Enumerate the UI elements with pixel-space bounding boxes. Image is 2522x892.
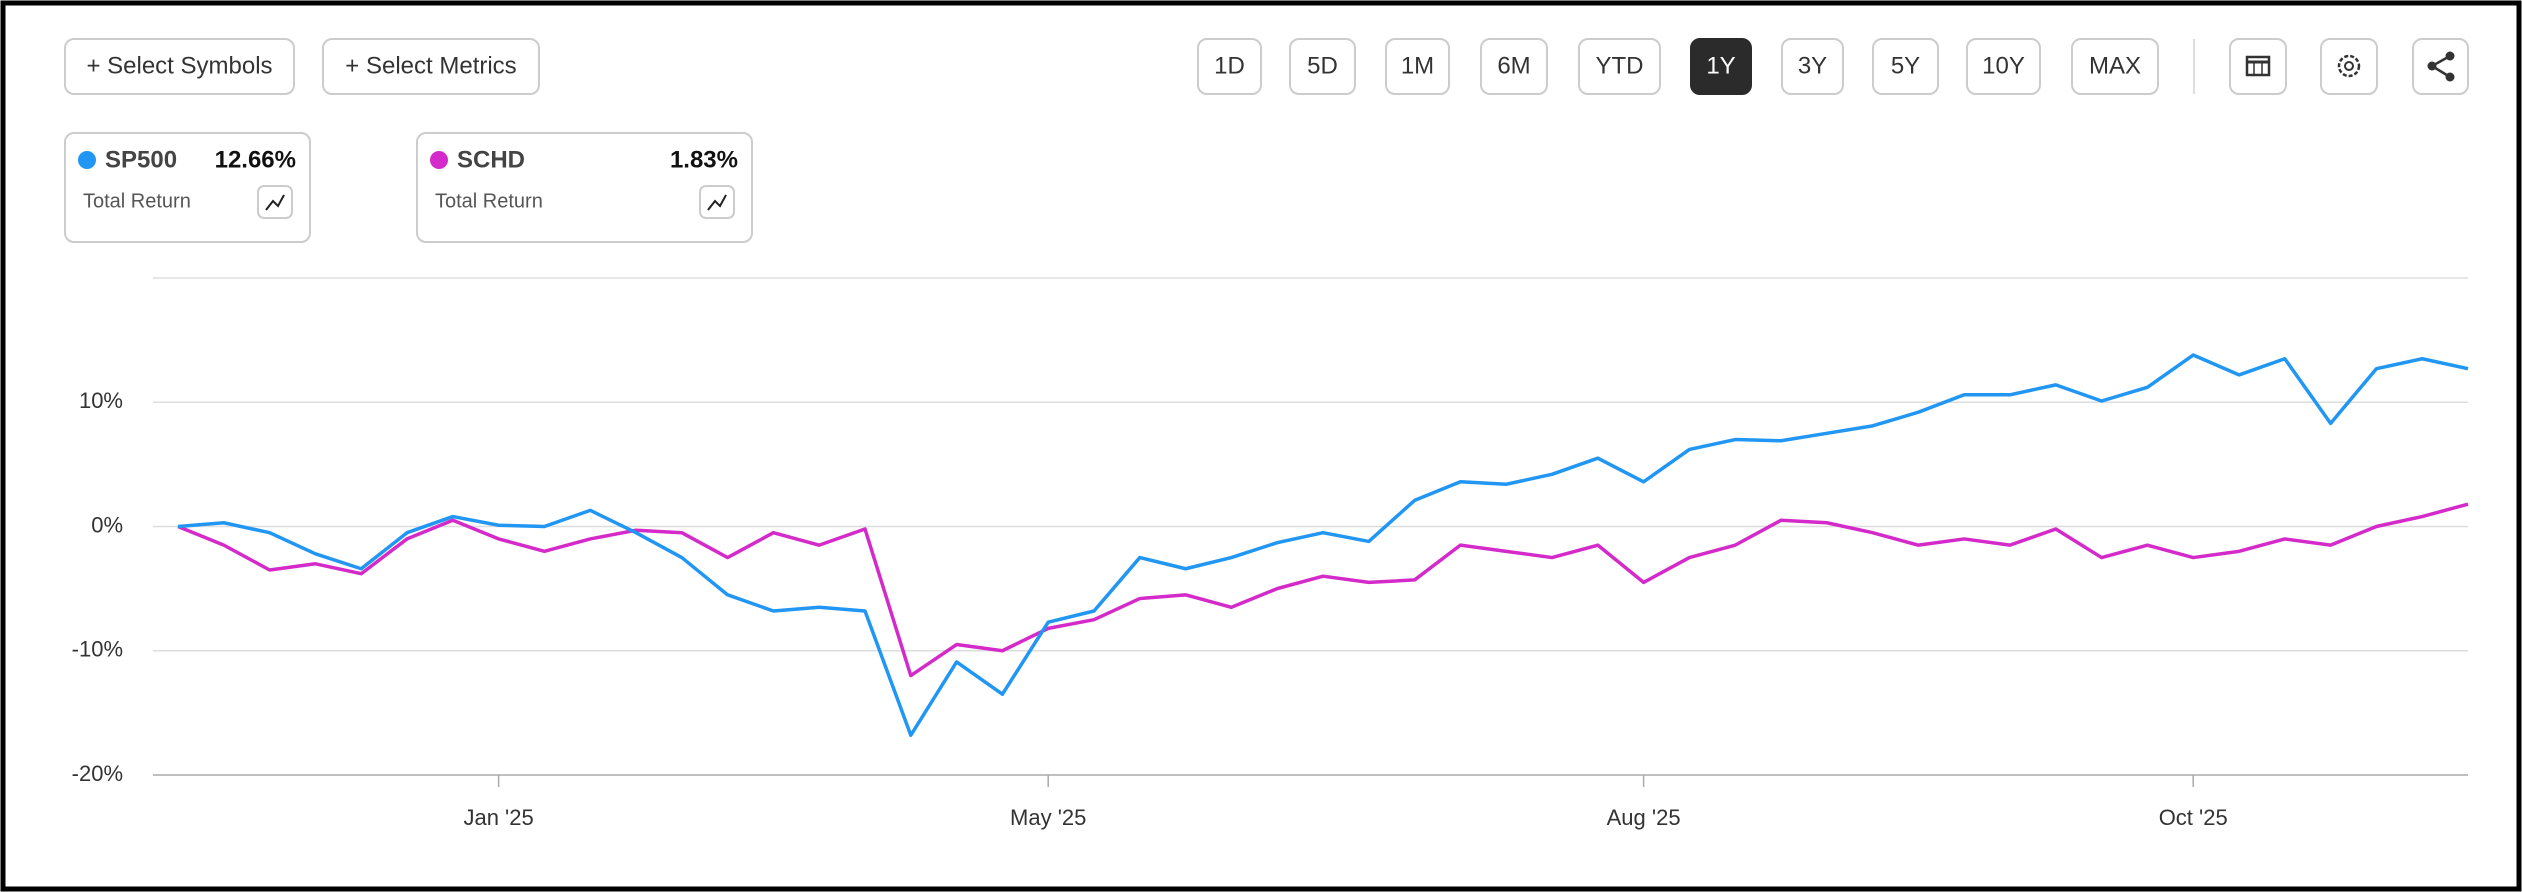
range-button[interactable] xyxy=(1966,38,2041,95)
range-label[interactable]: 5Y xyxy=(1891,52,1920,79)
icon-button[interactable] xyxy=(2412,38,2469,95)
range-label[interactable]: 10Y xyxy=(1982,52,2025,79)
x-tick-label: Jan '25 xyxy=(463,805,533,830)
table-icon[interactable] xyxy=(2229,38,2287,95)
range-button[interactable] xyxy=(1480,38,1548,95)
chart-icon-line xyxy=(707,194,727,211)
range-label[interactable]: 1D xyxy=(1214,52,1245,79)
range-label[interactable]: MAX xyxy=(2089,52,2141,79)
series-line xyxy=(177,353,2469,737)
legend-value: 12.66% xyxy=(215,146,296,173)
legend-value: 1.83% xyxy=(670,146,738,173)
legend-metric: Total Return xyxy=(435,190,543,212)
legend-card xyxy=(64,132,311,243)
range-button[interactable] xyxy=(1872,38,1939,95)
range-button[interactable] xyxy=(1197,38,1262,95)
range-label[interactable]: YTD xyxy=(1596,52,1644,79)
series-line xyxy=(177,502,2469,678)
range-button[interactable] xyxy=(1289,38,1356,95)
legend-dot xyxy=(78,151,96,169)
range-button[interactable] xyxy=(1781,38,1844,95)
icon xyxy=(2344,61,2354,71)
button-label[interactable]: + Select Metrics xyxy=(345,52,516,79)
y-tick-label: 10% xyxy=(79,388,123,413)
legend-dot xyxy=(430,151,448,169)
range-button[interactable] xyxy=(1690,38,1752,95)
icon xyxy=(2427,61,2437,71)
button-label[interactable]: + Select Symbols xyxy=(86,52,272,79)
range-button[interactable] xyxy=(2071,38,2159,95)
settings-icon[interactable] xyxy=(2320,38,2378,95)
y-tick-label: -10% xyxy=(72,637,123,662)
button[interactable] xyxy=(322,38,540,95)
button[interactable] xyxy=(64,38,295,95)
x-tick-label: Oct '25 xyxy=(2159,805,2228,830)
legend-card xyxy=(416,132,753,243)
x-tick-label: May '25 xyxy=(1010,805,1086,830)
share-icon[interactable] xyxy=(2412,38,2469,95)
icon xyxy=(2337,54,2361,78)
legend-metric: Total Return xyxy=(83,190,191,212)
chart-icon-line xyxy=(265,194,285,211)
range-button[interactable] xyxy=(1578,38,1661,95)
range-label[interactable]: 1Y xyxy=(1706,52,1735,79)
range-button[interactable] xyxy=(1385,38,1450,95)
icon xyxy=(2445,72,2455,82)
y-tick-label: 0% xyxy=(91,512,123,537)
y-tick-label: -20% xyxy=(72,761,123,786)
range-label[interactable]: 3Y xyxy=(1798,52,1827,79)
icon-button[interactable] xyxy=(2229,38,2287,95)
x-tick-label: Aug '25 xyxy=(1607,805,1681,830)
legend-name: SP500 xyxy=(105,146,177,173)
range-label[interactable]: 1M xyxy=(1401,52,1434,79)
range-label[interactable]: 5D xyxy=(1307,52,1338,79)
icon xyxy=(2245,55,2271,77)
legend-name: SCHD xyxy=(457,146,525,173)
icon-button[interactable] xyxy=(2320,38,2378,95)
range-label[interactable]: 6M xyxy=(1497,52,1530,79)
icon xyxy=(2445,51,2455,61)
